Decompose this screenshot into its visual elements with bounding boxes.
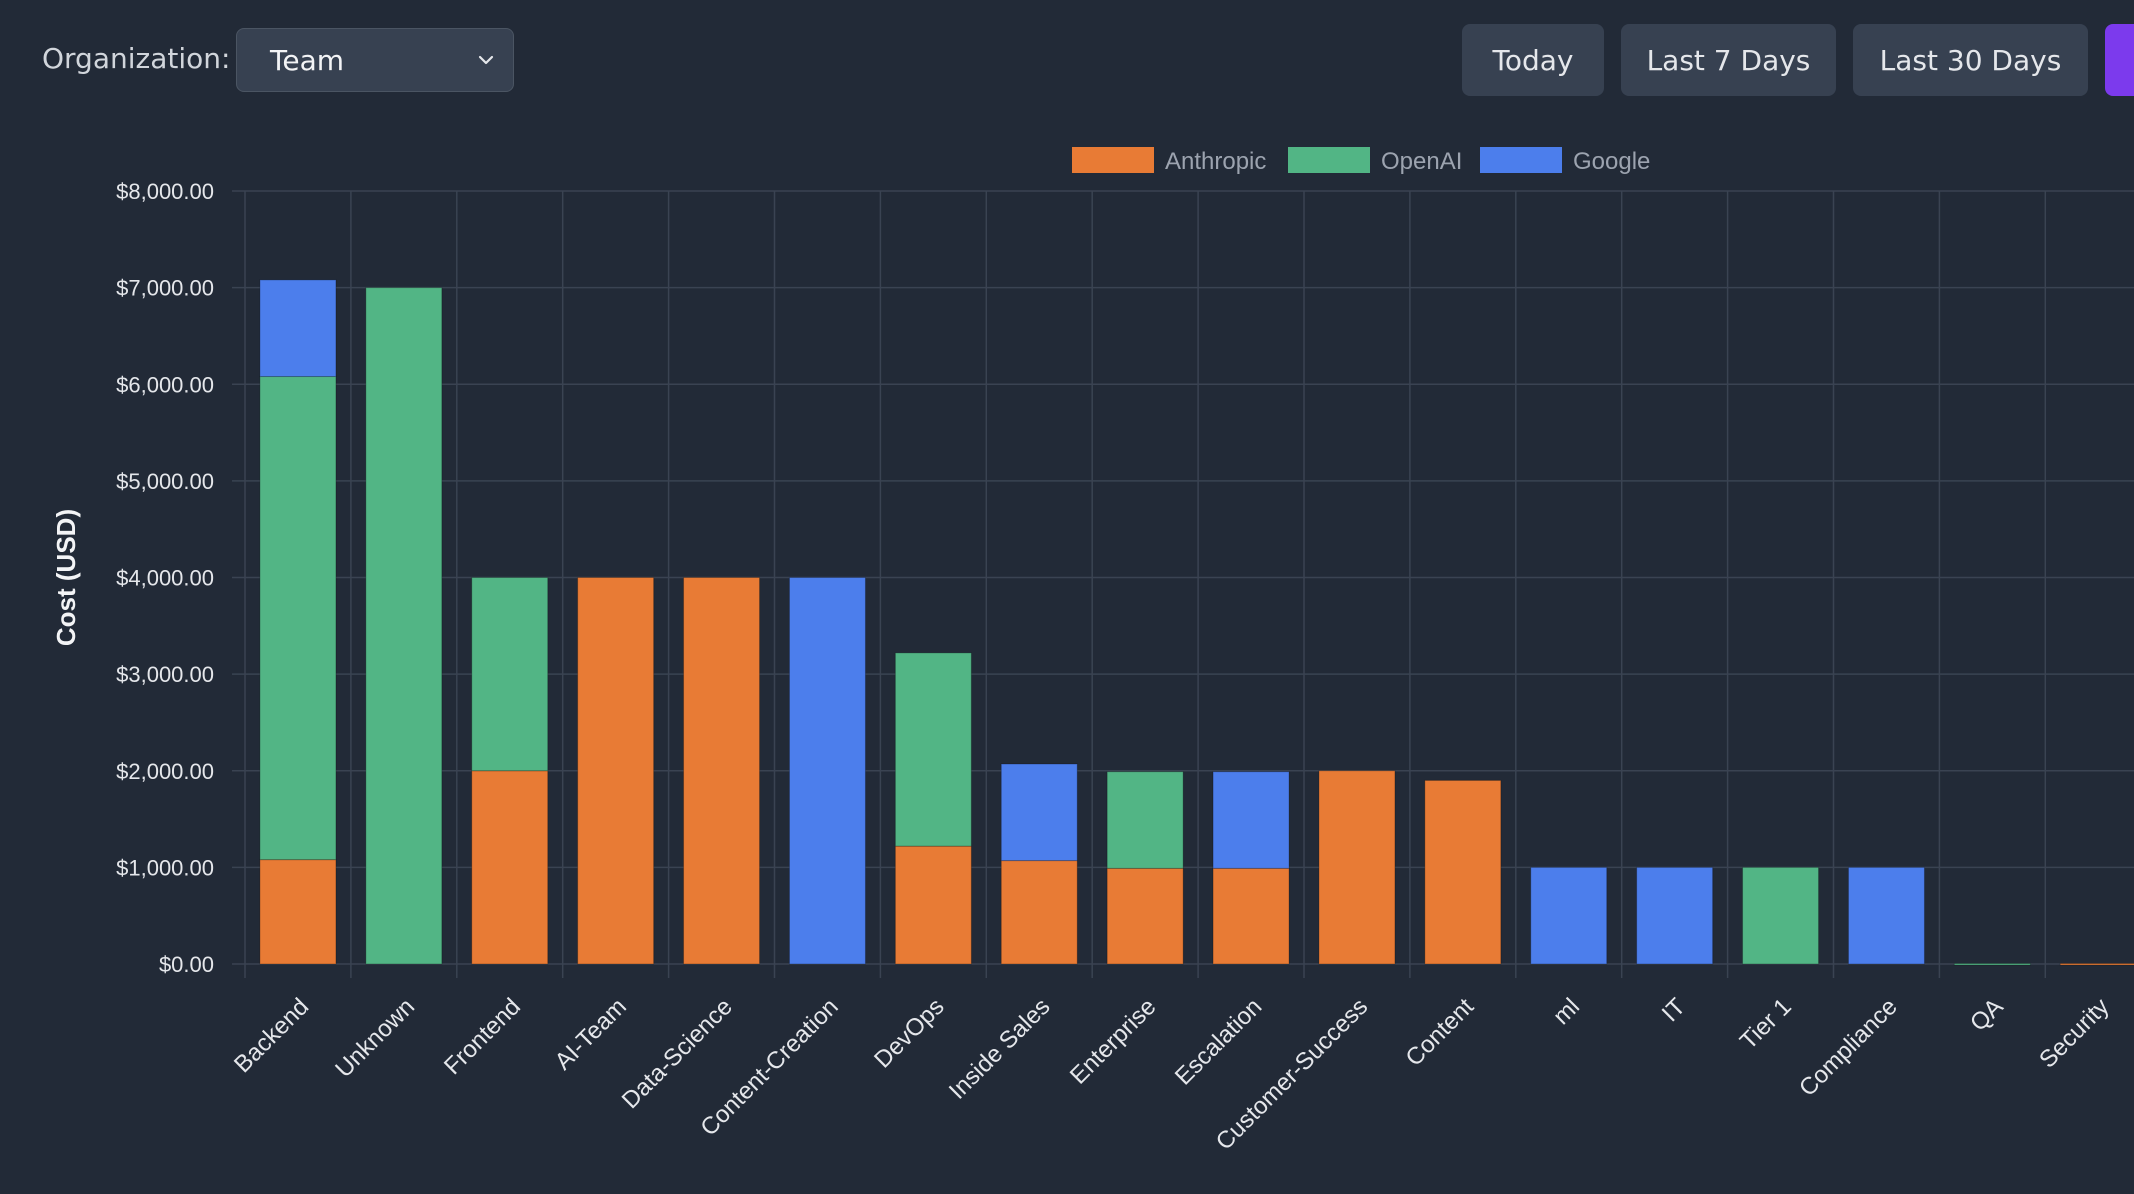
x-tick-label: QA bbox=[1965, 993, 2009, 1037]
bar-anthropic-enterprise bbox=[1106, 867, 1184, 965]
y-tick-label: $5,000.00 bbox=[116, 469, 214, 494]
bar-anthropic-inside-sales bbox=[1000, 860, 1078, 965]
y-tick-label: $7,000.00 bbox=[116, 276, 214, 301]
bar-google-ml bbox=[1530, 866, 1608, 965]
y-axis-title: Cost (USD) bbox=[51, 509, 81, 646]
x-tick-label: Tier 1 bbox=[1735, 993, 1797, 1055]
bar-openai-tier-1 bbox=[1742, 866, 1820, 965]
toolbar: Organization: Team Today Last 7 Days Las… bbox=[0, 0, 2134, 120]
bar-openai-qa bbox=[1953, 963, 2031, 966]
x-tick-label: ml bbox=[1548, 993, 1585, 1030]
organization-select[interactable]: Team bbox=[236, 28, 514, 92]
bar-anthropic-backend bbox=[259, 859, 337, 965]
legend-swatch-openai bbox=[1288, 147, 1370, 173]
bar-openai-backend bbox=[259, 376, 337, 861]
bar-anthropic-security bbox=[2059, 963, 2134, 966]
bar-google-compliance bbox=[1847, 866, 1925, 965]
y-tick-label: $3,000.00 bbox=[116, 662, 214, 687]
today-button[interactable]: Today bbox=[1462, 24, 1604, 96]
legend-label-openai: OpenAI bbox=[1381, 148, 1462, 175]
bar-openai-unknown bbox=[365, 287, 443, 965]
x-tick-label: Backend bbox=[229, 993, 314, 1078]
y-tick-label: $1,000.00 bbox=[116, 855, 214, 880]
bar-openai-devops bbox=[894, 652, 972, 847]
bar-google-content-creation bbox=[788, 577, 866, 965]
bar-anthropic-devops bbox=[894, 845, 972, 965]
x-tick-label: Frontend bbox=[439, 993, 526, 1080]
x-tick-label: AI-Team bbox=[550, 993, 632, 1075]
bar-google-it bbox=[1636, 866, 1714, 965]
bar-anthropic-ai-team bbox=[577, 577, 655, 965]
bar-openai-enterprise bbox=[1106, 771, 1184, 869]
y-tick-label: $4,000.00 bbox=[116, 566, 214, 591]
x-tick-label: Unknown bbox=[330, 993, 420, 1083]
bar-anthropic-data-science bbox=[683, 577, 761, 965]
y-tick-label: $8,000.00 bbox=[116, 179, 214, 204]
cost-chart: $0.00 $1,000.00 $2,000.00 $3,000.00 $4,000.0… bbox=[51, 147, 2134, 1156]
y-tick-label: $6,000.00 bbox=[116, 372, 214, 397]
bar-anthropic-customer-success bbox=[1318, 770, 1396, 965]
bar-google-escalation bbox=[1212, 771, 1290, 869]
last-7-days-button[interactable]: Last 7 Days bbox=[1621, 24, 1836, 96]
x-tick-label: Inside Sales bbox=[944, 993, 1056, 1105]
organization-label: Organization: bbox=[42, 42, 231, 75]
active-range-button[interactable] bbox=[2105, 24, 2134, 96]
legend-label-google: Google bbox=[1573, 148, 1650, 175]
y-tick-label: $2,000.00 bbox=[116, 759, 214, 784]
bar-google-backend bbox=[259, 279, 337, 378]
last-30-days-button[interactable]: Last 30 Days bbox=[1853, 24, 2088, 96]
x-tick-label: Escalation bbox=[1170, 993, 1267, 1090]
x-tick-label: IT bbox=[1657, 993, 1691, 1027]
x-tick-label: Data-Science bbox=[617, 993, 738, 1114]
bar-google-inside-sales bbox=[1000, 763, 1078, 862]
x-tick-label: DevOps bbox=[869, 993, 949, 1073]
legend-swatch-anthropic bbox=[1072, 147, 1154, 173]
bar-anthropic-escalation bbox=[1212, 867, 1290, 965]
bar-anthropic-frontend bbox=[471, 770, 549, 965]
x-tick-label: Security bbox=[2034, 993, 2114, 1073]
x-tick-label: Compliance bbox=[1794, 993, 1903, 1102]
x-tick-label: Content bbox=[1401, 993, 1480, 1072]
legend-swatch-google bbox=[1480, 147, 1562, 173]
bar-anthropic-content bbox=[1424, 779, 1502, 965]
legend-label-anthropic: Anthropic bbox=[1165, 148, 1266, 175]
y-tick-label: $0.00 bbox=[159, 952, 214, 977]
bar-openai-frontend bbox=[471, 577, 549, 772]
chevron-down-icon bbox=[478, 55, 494, 65]
x-tick-label: Enterprise bbox=[1065, 993, 1161, 1089]
organization-select-value: Team bbox=[270, 43, 345, 77]
